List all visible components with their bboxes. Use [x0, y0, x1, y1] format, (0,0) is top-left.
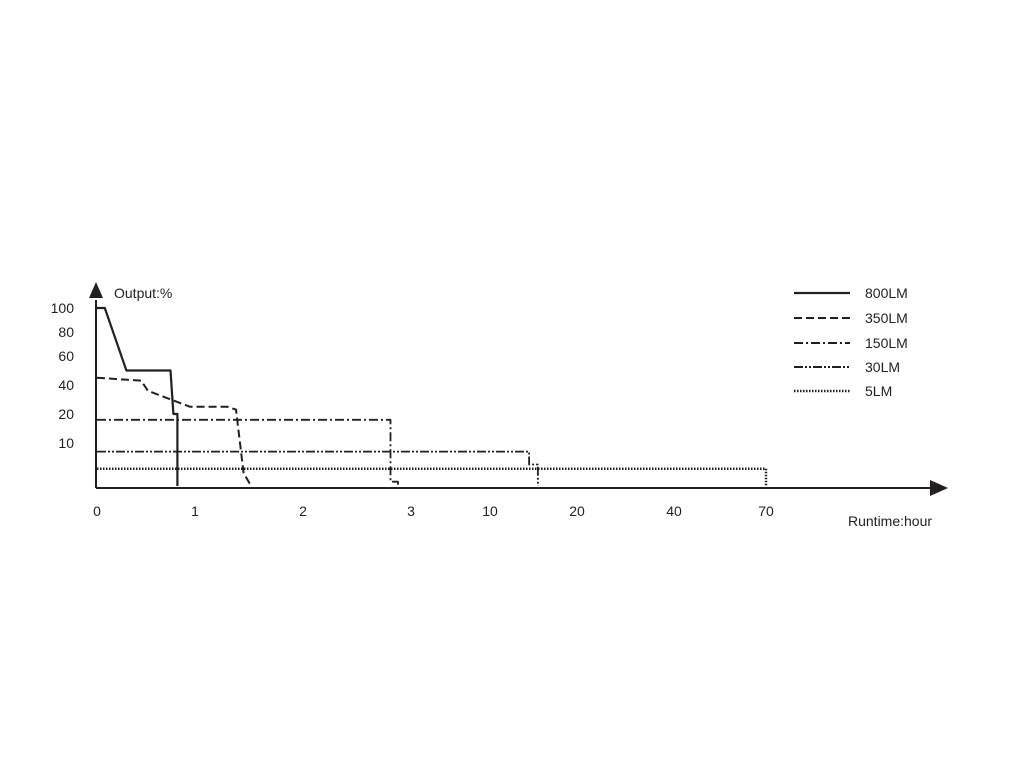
x-tick-label: 1 — [191, 503, 199, 519]
legend-label-5lm: 5LM — [865, 383, 892, 399]
series-line-30lm — [97, 450, 539, 486]
series-line-800lm — [97, 306, 179, 486]
x-axis-title: Runtime:hour — [848, 513, 932, 529]
series-line-350lm — [96, 376, 253, 487]
legend-label-800lm: 800LM — [865, 285, 908, 301]
x-tick-label: 40 — [666, 503, 682, 519]
y-tick-label: 10 — [58, 435, 74, 451]
y-tick-label: 20 — [58, 406, 74, 422]
series-layer — [96, 306, 768, 487]
legend-label-30lm: 30LM — [865, 359, 900, 375]
series-line-150lm — [97, 418, 399, 486]
x-tick-label: 20 — [569, 503, 585, 519]
legend: 800LM 350LM 150LM 30LM 5LM — [794, 285, 908, 399]
x-tick-label: 10 — [482, 503, 498, 519]
y-tick-label: 40 — [58, 377, 74, 393]
y-axis-title: Output:% — [114, 285, 172, 301]
x-tick-label: 3 — [407, 503, 415, 519]
x-tick-label: 0 — [93, 503, 101, 519]
legend-label-150lm: 150LM — [865, 335, 908, 351]
x-tick-label: 70 — [758, 503, 774, 519]
x-tick-labels: 0 1 2 3 10 20 40 70 — [93, 503, 774, 519]
series-line-5lm — [97, 467, 768, 486]
x-tick-label: 2 — [299, 503, 307, 519]
y-tick-label: 60 — [58, 348, 74, 364]
y-tick-label: 100 — [51, 300, 75, 316]
y-axis-arrow — [89, 282, 103, 298]
x-axis-arrow — [930, 480, 948, 496]
y-tick-labels: 100 80 60 40 20 10 — [51, 300, 75, 451]
axes — [89, 282, 948, 496]
y-tick-label: 80 — [58, 324, 74, 340]
legend-label-350lm: 350LM — [865, 310, 908, 326]
